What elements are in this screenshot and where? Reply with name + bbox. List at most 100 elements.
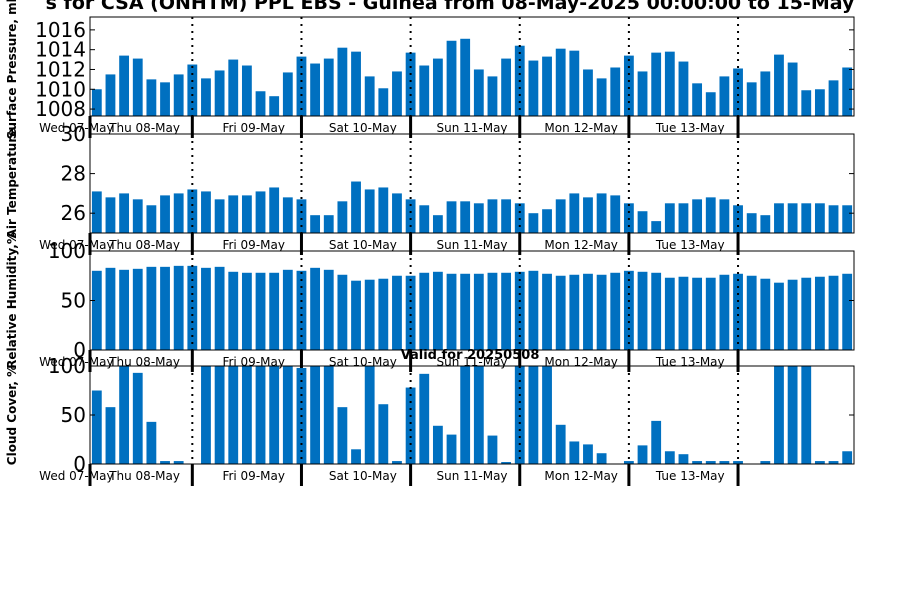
y-axis-label: Surface Pressure, mb xyxy=(5,0,19,139)
bar xyxy=(392,461,402,464)
bar xyxy=(787,279,798,350)
bar xyxy=(269,272,280,350)
bar xyxy=(801,90,812,116)
bar xyxy=(610,272,621,350)
bar xyxy=(569,193,580,233)
bar xyxy=(705,197,716,233)
bar xyxy=(364,366,375,464)
bar xyxy=(269,366,280,464)
bar xyxy=(473,366,484,464)
bar xyxy=(310,267,321,350)
bar xyxy=(214,366,225,464)
bar xyxy=(760,278,771,350)
bar xyxy=(814,203,825,233)
bar xyxy=(746,275,757,350)
bar xyxy=(842,67,853,116)
bar xyxy=(105,74,116,116)
x-day-label: Mon 12-May xyxy=(544,469,618,483)
bar xyxy=(282,366,293,464)
bar xyxy=(364,279,375,350)
bar xyxy=(542,366,552,464)
bar xyxy=(432,58,443,116)
bar xyxy=(719,274,730,350)
y-tick-label: 30 xyxy=(61,122,86,146)
bar xyxy=(623,270,634,350)
y-tick-label: 1008 xyxy=(35,97,86,121)
bar xyxy=(583,273,593,350)
bar xyxy=(692,277,703,350)
bar xyxy=(419,205,430,233)
bar xyxy=(241,65,252,116)
bar xyxy=(323,215,334,233)
bar xyxy=(351,51,361,116)
bar xyxy=(746,82,757,116)
x-day-label: Thu 08-May xyxy=(108,121,180,135)
bar xyxy=(323,58,334,116)
y-tick-label: 1010 xyxy=(35,77,86,101)
bar xyxy=(637,71,648,116)
bar xyxy=(528,270,539,350)
bar xyxy=(692,461,703,464)
bar xyxy=(528,366,539,464)
bar xyxy=(282,197,293,233)
bar xyxy=(282,269,293,350)
bar xyxy=(801,203,812,233)
bar xyxy=(774,203,784,233)
bar xyxy=(201,78,211,116)
bar xyxy=(801,277,812,350)
bar xyxy=(637,271,648,350)
bar xyxy=(241,272,252,350)
bar xyxy=(132,199,143,233)
bar xyxy=(282,72,293,116)
bar xyxy=(651,221,662,233)
bar xyxy=(610,67,621,116)
bar xyxy=(228,59,239,116)
bar xyxy=(828,275,839,350)
x-day-label: Tue 13-May xyxy=(655,355,725,369)
bar xyxy=(596,453,607,464)
bar xyxy=(596,274,607,350)
bar xyxy=(392,71,402,116)
bar xyxy=(146,421,157,464)
bar xyxy=(146,79,157,116)
bar xyxy=(296,56,307,116)
bar xyxy=(842,273,853,350)
bar xyxy=(473,273,484,350)
bar xyxy=(828,80,839,116)
bar xyxy=(664,51,675,116)
x-day-label: Sat 10-May xyxy=(329,355,397,369)
bar xyxy=(460,366,471,464)
bar xyxy=(501,272,512,350)
bar xyxy=(569,441,580,464)
x-day-label: Mon 12-May xyxy=(544,355,618,369)
bar xyxy=(310,366,321,464)
y-axis-label: Cloud Cover, % xyxy=(5,365,19,465)
bar xyxy=(255,272,266,350)
bar xyxy=(160,461,170,464)
bar xyxy=(351,280,361,350)
bar xyxy=(160,195,170,233)
bar xyxy=(323,366,334,464)
bar xyxy=(651,420,662,464)
x-day-label: Sun 11-May xyxy=(436,238,507,252)
bar xyxy=(255,91,266,116)
bar xyxy=(160,82,170,116)
bar xyxy=(91,390,102,464)
bar xyxy=(473,203,484,233)
bar xyxy=(255,191,266,233)
bar xyxy=(432,425,443,464)
bar xyxy=(787,62,798,116)
bar xyxy=(405,387,416,464)
bar xyxy=(378,404,389,464)
bar xyxy=(528,60,539,116)
bar xyxy=(596,193,607,233)
bar xyxy=(787,366,798,464)
bar xyxy=(432,215,443,233)
bar xyxy=(555,48,566,116)
x-day-label: Fri 09-May xyxy=(222,121,285,135)
bar xyxy=(269,187,280,233)
bar xyxy=(842,205,853,233)
bar xyxy=(351,181,361,233)
